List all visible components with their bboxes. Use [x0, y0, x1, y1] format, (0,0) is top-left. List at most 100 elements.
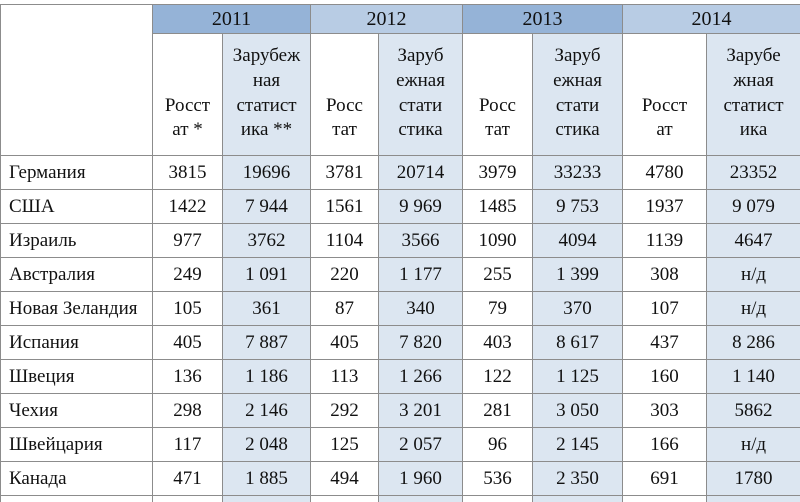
col-header-rosstat-2014: Росст ат: [622, 33, 708, 156]
empty-cell: [0, 495, 153, 502]
table-row: Испания 405 7 887 405 7 820 403 8 617 437 8 286: [0, 325, 800, 360]
value-cell: 2 145: [532, 427, 624, 462]
value-cell: 1090: [462, 223, 534, 258]
corner-cell: [0, 4, 153, 156]
empty-cell: [310, 495, 380, 502]
value-cell: 308: [622, 257, 708, 292]
value-cell: 2 048: [221, 427, 312, 462]
country-name-cell: Чехия: [0, 393, 153, 428]
col-header-foreign-2011: Зарубеж ная статист ика **: [221, 33, 312, 156]
value-cell: 33233: [532, 155, 624, 190]
value-cell: 107: [622, 291, 708, 326]
value-cell: 7 820: [378, 325, 464, 360]
col-header-rosstat-2012: Росс тат: [310, 33, 380, 156]
country-name-cell: Новая Зеландия: [0, 291, 153, 326]
value-cell: 471: [152, 461, 223, 496]
value-cell: 3781: [310, 155, 380, 190]
value-cell: н/д: [706, 427, 800, 462]
value-cell: 79: [462, 291, 534, 326]
col-header-foreign-2012: Заруб ежная стати стика: [378, 33, 464, 156]
value-cell: 298: [152, 393, 223, 428]
year-header-2014: 2014: [622, 4, 800, 34]
value-cell: 2 350: [532, 461, 624, 496]
value-cell: 1780: [706, 461, 800, 496]
table-body: Германия 3815 19696 3781 20714 3979 33233 4780 2…: [0, 155, 800, 502]
value-cell: 136: [152, 359, 223, 394]
value-cell: 117: [152, 427, 223, 462]
country-name-cell: Германия: [0, 155, 153, 190]
value-cell: 1485: [462, 189, 534, 224]
value-cell: 292: [310, 393, 380, 428]
country-name-cell: Канада: [0, 461, 153, 496]
value-cell: 9 969: [378, 189, 464, 224]
year-header-2011: 2011: [151, 4, 312, 34]
value-cell: 4647: [706, 223, 800, 258]
value-cell: 96: [462, 427, 534, 462]
value-cell: 19696: [221, 155, 312, 190]
value-cell: 1422: [152, 189, 223, 224]
value-cell: 437: [622, 325, 708, 360]
table-row: Новая Зеландия 105 361 87 340 79 370 107 н/д: [0, 291, 800, 326]
partial-clipped-row: [0, 495, 800, 502]
value-cell: 220: [310, 257, 380, 292]
source-header-row: Росст ат * Зарубеж ная статист ика ** Ро…: [1, 33, 800, 156]
value-cell: 2 057: [378, 427, 464, 462]
value-cell: 1104: [310, 223, 380, 258]
value-cell: 3815: [152, 155, 223, 190]
value-cell: 8 286: [706, 325, 800, 360]
country-name-cell: Австралия: [0, 257, 153, 292]
year-header-row: 2011 2012 2013 2014: [0, 4, 800, 156]
value-cell: 249: [152, 257, 223, 292]
empty-cell: [221, 495, 312, 502]
value-cell: 1 125: [532, 359, 624, 394]
value-cell: 8 617: [532, 325, 624, 360]
value-cell: 340: [378, 291, 464, 326]
year-header-2013: 2013: [462, 4, 624, 34]
country-name-cell: Испания: [0, 325, 153, 360]
value-cell: 1 399: [532, 257, 624, 292]
col-header-foreign-2013: Заруб ежная стати стика: [532, 33, 624, 156]
empty-cell: [622, 495, 708, 502]
value-cell: 122: [462, 359, 534, 394]
value-cell: 3762: [221, 223, 312, 258]
value-cell: 5862: [706, 393, 800, 428]
value-cell: 3979: [462, 155, 534, 190]
value-cell: 303: [622, 393, 708, 428]
statistics-table: 2011 2012 2013 2014 Росст ат * Зарубеж н…: [0, 4, 800, 502]
empty-cell: [532, 495, 624, 502]
value-cell: 691: [622, 461, 708, 496]
value-cell: 9 079: [706, 189, 800, 224]
empty-cell: [462, 495, 534, 502]
value-cell: 536: [462, 461, 534, 496]
value-cell: 494: [310, 461, 380, 496]
value-cell: 23352: [706, 155, 800, 190]
value-cell: 281: [462, 393, 534, 428]
col-header-rosstat-2013: Росс тат: [462, 33, 534, 156]
value-cell: 3566: [378, 223, 464, 258]
value-cell: н/д: [706, 291, 800, 326]
country-name-cell: США: [0, 189, 153, 224]
value-cell: 3 201: [378, 393, 464, 428]
value-cell: 4780: [622, 155, 708, 190]
value-cell: 405: [152, 325, 223, 360]
col-header-rosstat-2011: Росст ат *: [152, 33, 223, 156]
empty-cell: [152, 495, 223, 502]
value-cell: 1 140: [706, 359, 800, 394]
value-cell: 3 050: [532, 393, 624, 428]
value-cell: 977: [152, 223, 223, 258]
value-cell: 20714: [378, 155, 464, 190]
table-row: Чехия 298 2 146 292 3 201 281 3 050 303 5862: [0, 393, 800, 428]
value-cell: 403: [462, 325, 534, 360]
value-cell: 1 186: [221, 359, 312, 394]
empty-cell: [706, 495, 800, 502]
table-row: Канада 471 1 885 494 1 960 536 2 350 691 1780: [0, 461, 800, 496]
value-cell: 1 266: [378, 359, 464, 394]
table-row: Израиль 977 3762 1104 3566 1090 4094 1139 4647: [0, 223, 800, 258]
table-row: Австралия 249 1 091 220 1 177 255 1 399 308 н/д: [0, 257, 800, 292]
value-cell: 255: [462, 257, 534, 292]
value-cell: 370: [532, 291, 624, 326]
value-cell: 2 146: [221, 393, 312, 428]
table-row: Швейцария 117 2 048 125 2 057 96 2 145 166 н/д: [0, 427, 800, 462]
value-cell: 9 753: [532, 189, 624, 224]
